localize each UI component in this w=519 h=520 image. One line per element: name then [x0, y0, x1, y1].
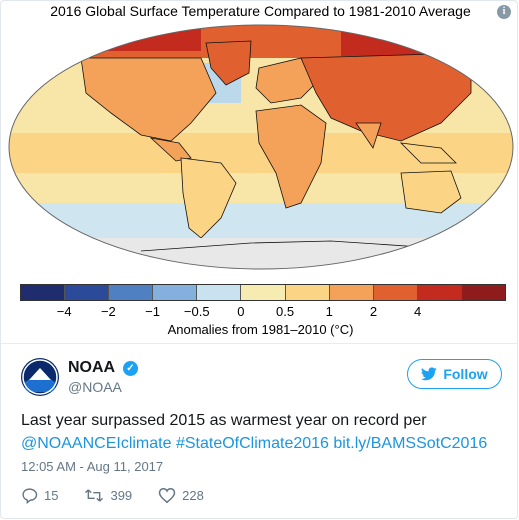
tweet-text: Last year surpassed 2015 as warmest year…	[21, 409, 501, 455]
legend-swatch-7	[329, 285, 374, 300]
legend-tick-label: 4	[414, 304, 422, 319]
legend-tick-label: 0	[237, 304, 245, 319]
like-button[interactable]: 228	[158, 487, 204, 504]
arctic-hot-2	[341, 28, 481, 56]
legend-swatch-6	[285, 285, 330, 300]
tweet-actions: 15 399 228	[21, 487, 230, 504]
se-asia-islands	[399, 142, 457, 164]
legend-tick-label: 0.5	[276, 304, 295, 319]
verified-icon: ✓	[123, 361, 138, 376]
divider	[1, 343, 517, 344]
info-icon[interactable]: i	[497, 5, 511, 19]
reply-count: 15	[44, 488, 59, 503]
legend-tick-label: −2	[100, 304, 116, 319]
legend-swatch-2	[109, 285, 154, 300]
reply-button[interactable]: 15	[21, 487, 58, 504]
retweet-count: 399	[110, 488, 133, 503]
tweet-plain-text: Last year surpassed 2015 as warmest year…	[21, 412, 427, 429]
hashtag-link[interactable]: #StateOfClimate2016	[175, 435, 329, 452]
map-title: 2016 Global Surface Temperature Compared…	[50, 3, 471, 19]
legend-tick-label: 2	[369, 304, 378, 319]
india	[355, 122, 382, 149]
globe-outline	[8, 24, 514, 270]
legend-swatch-3	[153, 285, 198, 300]
legend-tick-label: −1	[145, 304, 160, 319]
antarctica	[9, 238, 513, 269]
legend-swatch-10	[461, 285, 506, 300]
noaa-logo-icon	[22, 359, 58, 395]
account-name[interactable]: NOAA	[68, 359, 116, 376]
retweet-icon	[85, 489, 104, 502]
central-america	[149, 137, 192, 162]
color-legend	[20, 284, 506, 301]
legend-tick-label: 1	[325, 304, 333, 319]
legend-swatch-0	[21, 285, 66, 300]
follow-button[interactable]: Follow	[407, 359, 502, 389]
legend-swatch-4	[197, 285, 242, 300]
account-handle[interactable]: @NOAA	[68, 379, 122, 395]
heart-icon	[158, 487, 176, 504]
legend-swatch-1	[65, 285, 110, 300]
legend-caption: Anomalies from 1981–2010 (°C)	[167, 322, 354, 337]
twitter-bird-icon	[421, 367, 438, 381]
follow-label: Follow	[443, 366, 488, 382]
temperature-anomaly-map	[8, 24, 514, 270]
url-link[interactable]: bit.ly/BAMSSotC2016	[333, 435, 488, 452]
arctic-warm	[9, 25, 513, 58]
south-america	[180, 157, 237, 239]
legend-tick-label: −4	[56, 304, 72, 319]
reply-icon	[22, 488, 38, 504]
legend-tick-label: −0.5	[183, 304, 210, 319]
mention-link[interactable]: @NOAANCEIclimate	[21, 435, 172, 452]
retweet-button[interactable]: 399	[84, 487, 132, 504]
arctic-hot	[81, 25, 201, 51]
timestamp[interactable]: 12:05 AM - Aug 11, 2017	[21, 459, 164, 474]
australia	[400, 170, 462, 214]
greenland	[205, 40, 252, 86]
legend-swatch-8	[373, 285, 418, 300]
africa	[255, 104, 327, 209]
legend-swatch-9	[417, 285, 462, 300]
like-count: 228	[182, 488, 204, 503]
north-america	[80, 57, 217, 142]
avatar[interactable]	[21, 358, 59, 396]
legend-swatch-5	[241, 285, 286, 300]
